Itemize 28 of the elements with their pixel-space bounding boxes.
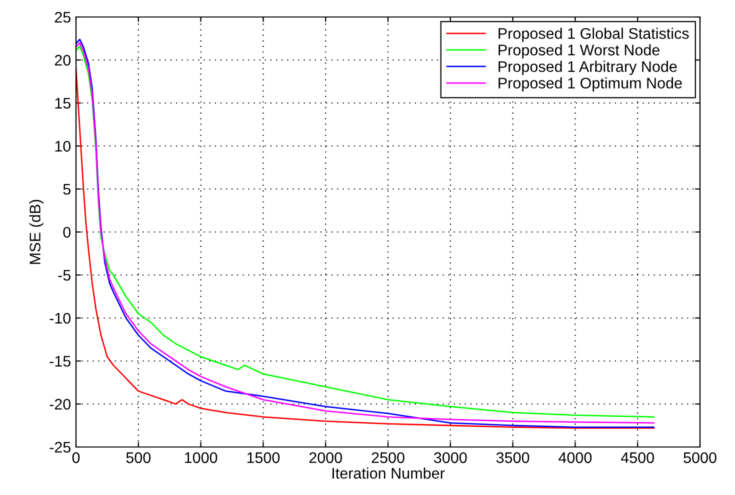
y-tick-label: -10 [50, 312, 71, 324]
y-tick-label: 25 [54, 12, 70, 23]
x-tick-label: 2000 [309, 452, 342, 464]
y-tick-label: 15 [55, 98, 70, 109]
x-tick-label: 3000 [434, 452, 467, 464]
x-tick-label: 5000 [684, 452, 716, 464]
x-tick-label: 3500 [496, 452, 530, 464]
x-tick-label: 0 [72, 452, 80, 464]
y-tick-label: 0 [63, 226, 71, 238]
x-axis-title: Iteration Number [332, 467, 445, 479]
x-tick-label: 2500 [372, 452, 404, 464]
x-tick-label: 4000 [558, 452, 592, 464]
y-tick-label: -25 [50, 442, 70, 453]
x-tick-label: 4500 [620, 452, 654, 464]
legend-label: Proposed 1 Global Statistics [498, 28, 689, 42]
y-tick-label: 5 [63, 184, 70, 195]
legend-label: Proposed 1 Worst Node [498, 44, 660, 58]
y-tick-label: 10 [55, 140, 71, 152]
x-tick-label: 500 [126, 452, 151, 464]
y-tick-label: 20 [54, 54, 71, 66]
y-tick-label: -20 [50, 398, 71, 410]
x-tick-label: 1500 [247, 452, 280, 464]
y-tick-label: -15 [50, 356, 70, 367]
y-axis-title: MSE (dB) [29, 200, 44, 264]
y-tick-label: -5 [58, 270, 70, 281]
legend-label: Proposed 1 Arbitrary Node [498, 60, 677, 76]
x-tick-label: 1000 [184, 452, 218, 464]
legend-label: Proposed 1 Optimum Node [498, 77, 682, 92]
